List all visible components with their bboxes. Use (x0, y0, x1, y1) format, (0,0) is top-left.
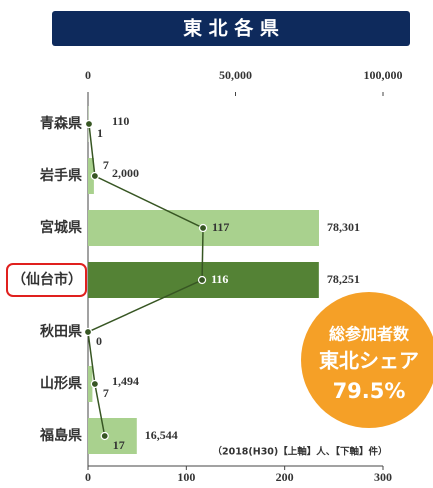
category-label: 青森県 (40, 115, 82, 132)
bar (88, 418, 137, 454)
highlight-frame (6, 263, 87, 297)
line-point (83, 327, 93, 337)
x-tick-label: 100,000 (364, 68, 403, 82)
title-banner (52, 11, 410, 46)
line-value-label: 1 (97, 126, 103, 140)
badge-text: 総参加者数 (329, 325, 410, 344)
line-point (197, 275, 207, 285)
line-point (198, 223, 208, 233)
x2-tick-label: 300 (374, 470, 392, 484)
category-label: （仙台市） (12, 271, 82, 288)
bar-value-label: 16,544 (145, 428, 178, 442)
line-value-label: 7 (103, 386, 109, 400)
bar-value-label: 78,301 (327, 220, 360, 234)
x2-tick-label: 200 (276, 470, 294, 484)
chart-title: 東 北 各 県 (183, 17, 279, 40)
badge (301, 292, 433, 428)
line-value-label: 116 (211, 272, 228, 286)
x-tick-label: 50,000 (219, 68, 252, 82)
x2-tick-label: 0 (85, 470, 91, 484)
category-label: 福島県 (39, 427, 82, 444)
bar-value-label: 110 (112, 114, 129, 128)
bar-value-label: 1,494 (112, 374, 139, 388)
bar-value-label: 2,000 (112, 166, 139, 180)
line-point (90, 171, 99, 181)
x-tick-label: 0 (85, 68, 91, 82)
category-label: 秋田県 (40, 323, 82, 340)
note: （2018(H30)【上軸】人、【下軸】件） (212, 446, 387, 458)
line-value-label: 7 (103, 158, 109, 172)
line-value-label: 17 (113, 438, 125, 452)
line-value-label: 0 (96, 334, 102, 348)
badge-text: 東北シェア (319, 349, 419, 373)
category-label: 山形県 (40, 375, 82, 392)
line-point (84, 119, 94, 129)
bar (88, 366, 93, 402)
line-point (90, 379, 99, 389)
x2-tick-label: 100 (177, 470, 195, 484)
line-point (100, 431, 109, 441)
category-label: 岩手県 (39, 167, 82, 184)
category-label: 宮城県 (40, 219, 82, 236)
bar-value-label: 78,251 (327, 272, 360, 286)
line-value-label: 117 (212, 220, 229, 234)
badge-text: 79.5% (333, 379, 406, 403)
